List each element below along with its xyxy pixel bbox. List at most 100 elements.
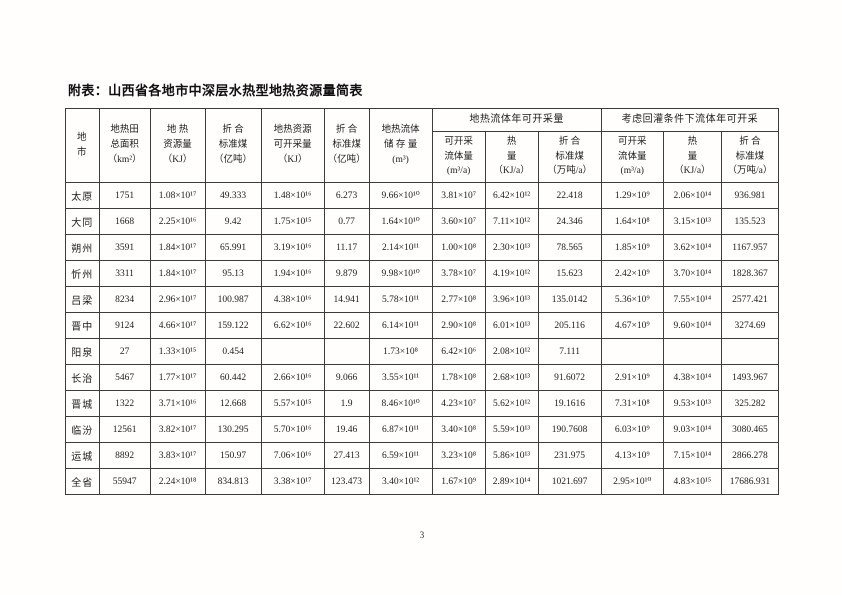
value-cell: 78.565 (537, 234, 602, 261)
value-cell: 325.282 (720, 390, 780, 417)
page-number: 3 (419, 530, 425, 540)
value-cell: 1493.967 (720, 364, 780, 391)
value-cell: 0.77 (323, 208, 370, 235)
value-cell: 2.14×10¹¹ (368, 234, 433, 261)
table-row: 晋城 1322 3.71×10¹⁶ 12.668 5.57×10¹⁵ 1.9 8.46×10… (65, 390, 780, 417)
value-cell: 3.15×10¹³ (662, 208, 722, 235)
sub-header: 折 合 标准煤 （万吨/a） (720, 131, 780, 183)
table-row: 全省 55947 2.24×10¹⁸ 834.813 3.38×10¹⁷ 123.473 3… (65, 468, 780, 495)
value-cell: 159.122 (204, 312, 262, 339)
value-cell: 130.295 (204, 416, 262, 443)
value-cell: 2.08×10¹² (484, 338, 539, 365)
value-cell: 6.42×10¹² (484, 182, 539, 209)
table-row: 吕梁 8234 2.96×10¹⁷ 100.987 4.38×10¹⁶ 14.941 5.7… (65, 286, 780, 313)
value-cell: 3.96×10¹³ (484, 286, 539, 313)
city-cell: 运城 (65, 442, 100, 469)
city-cell: 临汾 (65, 416, 100, 443)
value-cell: 1.67×10⁹ (431, 468, 486, 495)
value-cell: 2.06×10¹⁴ (662, 182, 722, 209)
table-row: 朔州 3591 1.84×10¹⁷ 65.991 3.19×10¹⁶ 11.17 2.14×… (65, 234, 780, 261)
value-cell: 2.25×10¹⁶ (149, 208, 206, 235)
value-cell: 5.57×10¹⁵ (260, 390, 325, 417)
value-cell: 65.991 (204, 234, 262, 261)
table-row: 太原 1751 1.08×10¹⁷ 49.333 1.48×10¹⁶ 6.273 9.66×… (65, 182, 780, 209)
geothermal-resources-table: 地 市地热田 总面积 （km²）地 热 资源量 （KJ）折 合 标准煤 （亿吨）… (65, 108, 780, 495)
value-cell: 7.55×10¹⁴ (662, 286, 722, 313)
value-cell: 1.85×10⁹ (600, 234, 664, 261)
value-cell: 1668 (98, 208, 151, 235)
value-cell: 3.40×10⁸ (431, 416, 486, 443)
value-cell: 9.066 (323, 364, 370, 391)
column-header: 地热田 总面积 （km²） (98, 108, 151, 183)
value-cell (600, 338, 664, 365)
value-cell: 2.42×10⁹ (600, 260, 664, 287)
value-cell: 4.23×10⁷ (431, 390, 486, 417)
value-cell: 1.78×10⁸ (431, 364, 486, 391)
city-cell: 太原 (65, 182, 100, 209)
value-cell: 3591 (98, 234, 151, 261)
value-cell: 19.46 (323, 416, 370, 443)
value-cell: 12.668 (204, 390, 262, 417)
table-body: 太原 1751 1.08×10¹⁷ 49.333 1.48×10¹⁶ 6.273 9.66×… (65, 182, 780, 495)
value-cell: 205.116 (537, 312, 602, 339)
value-cell: 5.70×10¹⁶ (260, 416, 325, 443)
value-cell: 9.53×10¹³ (662, 390, 722, 417)
value-cell: 5.59×10¹³ (484, 416, 539, 443)
city-cell: 吕梁 (65, 286, 100, 313)
value-cell: 4.66×10¹⁷ (149, 312, 206, 339)
value-cell: 11.17 (323, 234, 370, 261)
value-cell: 4.19×10¹² (484, 260, 539, 287)
value-cell: 15.623 (537, 260, 602, 287)
value-cell: 1322 (98, 390, 151, 417)
value-cell: 27 (98, 338, 151, 365)
value-cell: 1.00×10⁸ (431, 234, 486, 261)
city-cell: 阳泉 (65, 338, 100, 365)
column-header: 地热流体 储 存 量 (m³) (368, 108, 433, 183)
table-row: 忻州 3311 1.84×10¹⁷ 95.13 1.94×10¹⁶ 9.879 9.98×1… (65, 260, 780, 287)
value-cell (260, 338, 325, 365)
sub-header: 可开采 流体量 (m³/a) (600, 131, 664, 183)
value-cell: 2866.278 (720, 442, 780, 469)
value-cell: 6.14×10¹¹ (368, 312, 433, 339)
value-cell: 135.523 (720, 208, 780, 235)
value-cell: 936.981 (720, 182, 780, 209)
value-cell: 8.46×10¹⁰ (368, 390, 433, 417)
value-cell: 60.442 (204, 364, 262, 391)
value-cell: 1.08×10¹⁷ (149, 182, 206, 209)
value-cell: 2.77×10⁸ (431, 286, 486, 313)
value-cell: 4.38×10¹⁴ (662, 364, 722, 391)
table-row: 运城 8892 3.83×10¹⁷ 150.97 7.06×10¹⁶ 27.413 6.59… (65, 442, 780, 469)
value-cell: 6.42×10⁶ (431, 338, 486, 365)
column-header: 地 热 资源量 （KJ） (149, 108, 206, 183)
value-cell: 4.67×10⁹ (600, 312, 664, 339)
value-cell: 95.13 (204, 260, 262, 287)
value-cell: 1.33×10¹⁵ (149, 338, 206, 365)
value-cell: 100.987 (204, 286, 262, 313)
corner-header-city: 地 市 (65, 108, 100, 183)
table-row: 晋中 9124 4.66×10¹⁷ 159.122 6.62×10¹⁶ 22.602 6.1… (65, 312, 780, 339)
value-cell: 1.64×10⁸ (600, 208, 664, 235)
city-cell: 朔州 (65, 234, 100, 261)
value-cell: 8892 (98, 442, 151, 469)
city-cell: 全省 (65, 468, 100, 495)
value-cell: 3.60×10⁷ (431, 208, 486, 235)
value-cell: 190.7608 (537, 416, 602, 443)
column-header: 地热资源 可开采量 （KJ） (260, 108, 325, 183)
group-header: 考虑回灌条件下流体年可开采 (600, 108, 780, 132)
value-cell: 12561 (98, 416, 151, 443)
value-cell: 7.06×10¹⁶ (260, 442, 325, 469)
value-cell: 3.40×10¹² (368, 468, 433, 495)
value-cell: 150.97 (204, 442, 262, 469)
table-row: 长治 5467 1.77×10¹⁷ 60.442 2.66×10¹⁶ 9.066 3.55×… (65, 364, 780, 391)
value-cell: 7.31×10⁸ (600, 390, 664, 417)
city-cell: 晋城 (65, 390, 100, 417)
value-cell: 1.84×10¹⁷ (149, 260, 206, 287)
value-cell: 6.87×10¹¹ (368, 416, 433, 443)
table-row: 临汾 12561 3.82×10¹⁷ 130.295 5.70×10¹⁶ 19.46 6.8… (65, 416, 780, 443)
value-cell: 9.42 (204, 208, 262, 235)
value-cell: 4.38×10¹⁶ (260, 286, 325, 313)
value-cell: 834.813 (204, 468, 262, 495)
value-cell: 1828.367 (720, 260, 780, 287)
value-cell (323, 338, 370, 365)
